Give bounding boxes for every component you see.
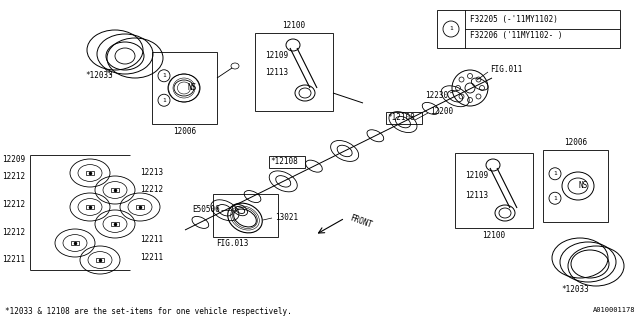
Bar: [386, 112, 422, 124]
Text: 12212: 12212: [2, 228, 25, 237]
Text: A010001178: A010001178: [593, 307, 635, 313]
Text: 1: 1: [449, 27, 453, 31]
Text: NS: NS: [579, 181, 588, 190]
Text: *12033: *12033: [561, 285, 589, 294]
Text: FRONT: FRONT: [348, 214, 373, 230]
Text: 12113: 12113: [465, 191, 488, 200]
Text: 12006: 12006: [564, 138, 587, 147]
Text: E50506: E50506: [192, 205, 220, 214]
Text: *12033 & 12108 are the set-items for one vehicle respectively.: *12033 & 12108 are the set-items for one…: [5, 307, 292, 316]
Text: 12212: 12212: [2, 172, 25, 181]
Text: 12211: 12211: [140, 235, 163, 244]
Text: 12200: 12200: [430, 108, 453, 116]
Bar: [437, 10, 620, 48]
Bar: [96, 258, 104, 262]
Bar: [152, 52, 217, 124]
Bar: [269, 156, 305, 168]
Text: F32205 (-'11MY1102): F32205 (-'11MY1102): [470, 15, 558, 24]
Text: 12212: 12212: [140, 185, 163, 194]
Bar: [71, 241, 79, 245]
Bar: [136, 205, 144, 209]
Text: 1: 1: [553, 196, 557, 201]
Bar: [455, 153, 533, 228]
Bar: [543, 150, 608, 222]
Text: *12033: *12033: [85, 70, 113, 79]
Text: 12100: 12100: [282, 21, 305, 30]
Bar: [86, 171, 94, 175]
Text: 12212: 12212: [2, 200, 25, 209]
Text: 12213: 12213: [140, 168, 163, 177]
Text: 1: 1: [162, 73, 166, 78]
Text: 12230: 12230: [425, 91, 448, 100]
Text: *12108: *12108: [270, 157, 298, 166]
Text: 1: 1: [553, 171, 557, 176]
Bar: [86, 205, 94, 209]
Text: 12211: 12211: [2, 255, 25, 264]
Text: F32206 ('11MY1102- ): F32206 ('11MY1102- ): [470, 31, 563, 40]
Text: 12100: 12100: [483, 231, 506, 240]
Bar: [111, 188, 119, 192]
Text: NS: NS: [188, 84, 197, 92]
Text: FIG.011: FIG.011: [490, 66, 522, 75]
Text: 13021: 13021: [275, 213, 298, 222]
Bar: [111, 222, 119, 226]
Text: 12109: 12109: [265, 51, 288, 60]
Text: FIG.013: FIG.013: [216, 239, 248, 248]
Text: 1: 1: [162, 98, 166, 103]
Text: 12006: 12006: [173, 127, 196, 136]
Text: 12209: 12209: [2, 155, 25, 164]
Text: 12113: 12113: [265, 68, 288, 77]
Text: 12109: 12109: [465, 171, 488, 180]
Text: 12211: 12211: [140, 253, 163, 262]
Bar: [213, 194, 278, 237]
Bar: [255, 33, 333, 111]
Text: *12108: *12108: [387, 114, 415, 123]
